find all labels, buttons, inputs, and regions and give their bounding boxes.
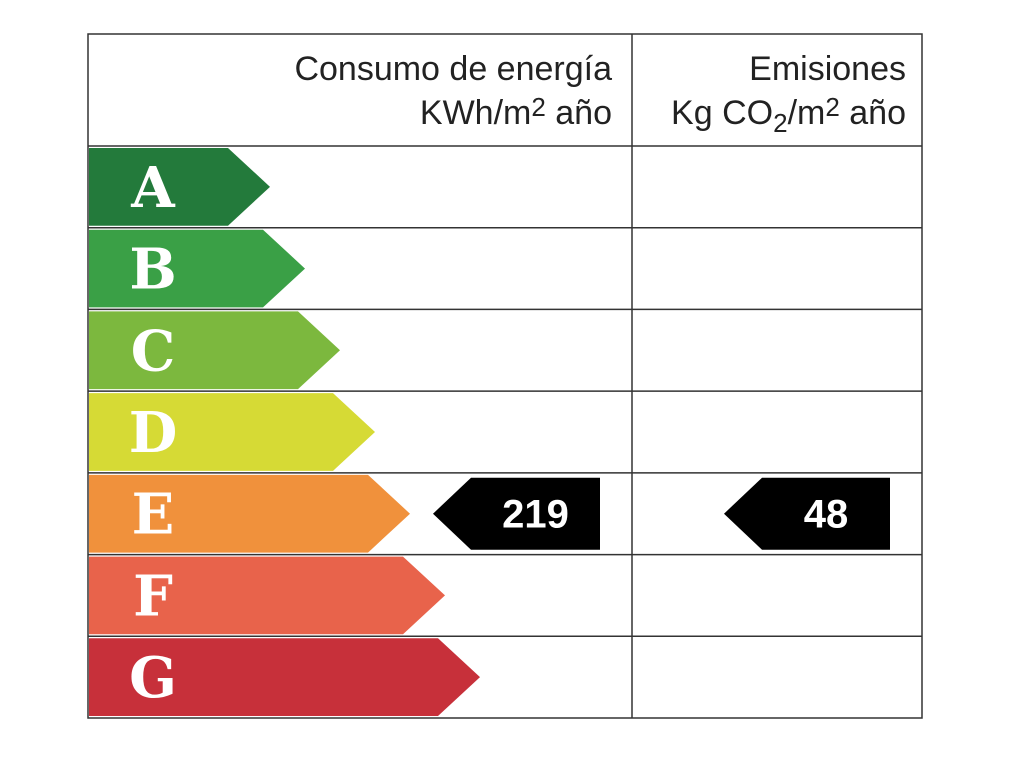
rating-arrow <box>89 474 410 553</box>
unit-sup: 2 <box>825 92 839 122</box>
energy-unit: KWh/m2 año <box>420 92 612 132</box>
rating-arrow <box>89 556 445 635</box>
rating-letter: E <box>132 482 175 548</box>
rating-letter: B <box>129 237 176 303</box>
rating-letter: F <box>133 563 173 629</box>
rating-letter: A <box>130 155 176 221</box>
value-arrow <box>724 477 890 550</box>
table-border <box>87 33 923 719</box>
unit-part: Kg CO <box>671 94 773 132</box>
unit-part: año <box>546 94 612 132</box>
rating-arrow <box>89 311 340 390</box>
value-arrow <box>433 477 600 550</box>
table-grid <box>87 33 923 719</box>
unit-sup: 2 <box>531 92 545 122</box>
rating-letter: D <box>129 400 178 466</box>
unit-sub: 2 <box>773 108 787 138</box>
rating-arrow <box>89 393 375 471</box>
value-label: 48 <box>804 493 849 537</box>
rating-letter: C <box>131 318 176 384</box>
unit-part: /m <box>788 94 826 132</box>
energy-title: Consumo de energía <box>294 50 612 88</box>
emissions-unit: Kg CO2/m2 año <box>671 92 906 138</box>
rating-letter: G <box>129 645 177 711</box>
value-label: 219 <box>502 493 569 537</box>
emissions-title: Emisiones <box>749 50 906 88</box>
unit-part: año <box>840 94 906 132</box>
header: Consumo de energía KWh/m2 año Emisiones … <box>294 50 906 138</box>
rating-arrow <box>89 638 480 716</box>
rating-arrow <box>89 148 270 226</box>
unit-part: KWh/m <box>420 94 531 132</box>
rating-arrow <box>89 229 305 308</box>
